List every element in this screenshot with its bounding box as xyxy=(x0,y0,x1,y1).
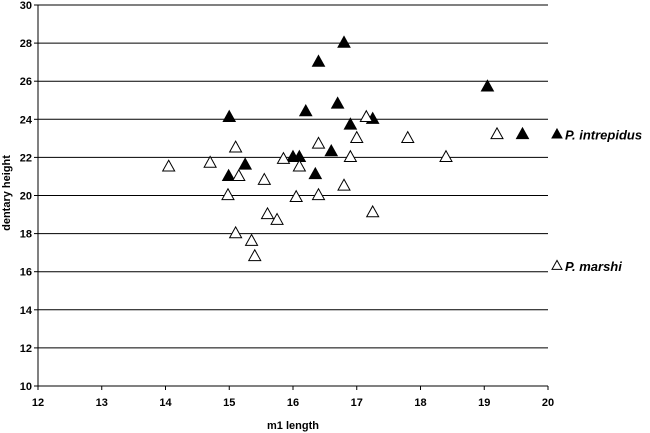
y-tick-label: 16 xyxy=(20,267,32,279)
open-triangle-point xyxy=(270,212,284,225)
open-triangle-point xyxy=(349,130,364,143)
y-tick-label: 24 xyxy=(20,114,33,126)
open-triangle-point xyxy=(289,189,304,203)
legend: P. intrepidus P. marshi xyxy=(551,127,642,274)
open-triangle-point xyxy=(276,151,291,164)
open-triangle-point xyxy=(359,109,374,122)
open-triangle-point xyxy=(490,126,504,140)
y-tick-label: 30 xyxy=(20,0,32,12)
x-tick-label: 17 xyxy=(351,397,363,409)
x-tick-label: 16 xyxy=(287,397,299,409)
open-triangle-point xyxy=(311,187,326,201)
open-triangle-point xyxy=(311,136,326,149)
filled-triangle-point xyxy=(238,157,253,170)
y-tick-label: 14 xyxy=(20,305,33,317)
y-tick-label: 10 xyxy=(20,381,32,393)
open-triangle-point xyxy=(365,204,380,218)
filled-triangle-point xyxy=(337,35,351,48)
open-triangle-point xyxy=(337,178,351,191)
x-tick-label: 15 xyxy=(223,397,235,409)
gridlines xyxy=(38,4,548,349)
x-tick-label: 19 xyxy=(478,397,490,409)
open-triangle-point xyxy=(228,225,243,239)
x-tick-label: 13 xyxy=(96,397,108,409)
y-tick-label: 18 xyxy=(20,229,32,241)
filled-triangle-point xyxy=(480,79,495,92)
y-tick-label: 22 xyxy=(20,152,32,164)
open-triangle-point xyxy=(228,140,243,153)
legend-filled-triangle-icon xyxy=(551,127,563,139)
open-triangle-point xyxy=(161,159,176,172)
y-tick-label: 20 xyxy=(20,191,32,203)
legend-open-triangle-icon xyxy=(551,259,563,270)
open-triangle-point xyxy=(400,130,415,143)
open-triangle-point xyxy=(260,206,275,220)
y-tick-label: 28 xyxy=(20,38,32,50)
filled-triangle-point xyxy=(298,103,313,117)
data-points xyxy=(161,35,530,262)
filled-triangle-point xyxy=(330,96,345,109)
open-triangle-point xyxy=(439,149,453,163)
filled-triangle-point xyxy=(311,54,326,67)
open-triangle-point xyxy=(203,155,217,168)
open-triangle-point xyxy=(221,187,235,201)
legend-label: P. intrepidus xyxy=(565,128,642,143)
filled-triangle-point xyxy=(222,109,237,122)
filled-triangle-point xyxy=(221,168,236,182)
x-tick-label: 14 xyxy=(159,397,172,409)
x-tick-labels: 12 13 14 15 16 17 18 19 20 xyxy=(32,397,554,409)
y-tick-labels: 10 12 14 16 18 20 22 24 26 28 30 xyxy=(20,0,33,393)
open-triangle-point xyxy=(257,172,272,185)
filled-triangle-point xyxy=(308,166,323,180)
filled-triangle-point xyxy=(515,126,530,140)
axes xyxy=(34,4,549,390)
legend-label: P. marshi xyxy=(565,259,622,274)
open-triangle-point xyxy=(247,248,262,262)
y-axis-title: dentary height xyxy=(1,155,13,231)
y-tick-label: 26 xyxy=(20,76,32,88)
x-tick-label: 12 xyxy=(32,397,44,409)
x-axis-title: m1 length xyxy=(267,420,319,432)
open-triangle-point xyxy=(343,149,358,163)
y-tick-label: 12 xyxy=(20,343,32,355)
open-triangle-point xyxy=(244,233,259,246)
open-triangle-point xyxy=(231,168,246,182)
x-tick-label: 20 xyxy=(542,397,554,409)
filled-triangle-point xyxy=(324,143,339,157)
filled-triangle-point xyxy=(343,117,358,130)
open-triangle-point xyxy=(292,159,307,172)
x-tick-label: 18 xyxy=(414,397,426,409)
